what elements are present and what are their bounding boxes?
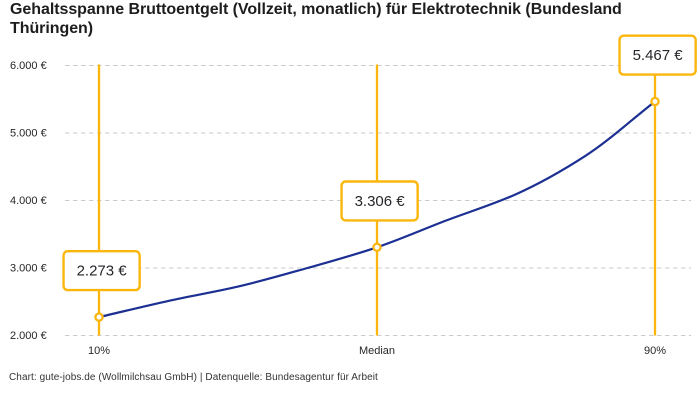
svg-text:10%: 10% bbox=[88, 345, 110, 357]
svg-text:2.273 €: 2.273 € bbox=[77, 263, 128, 280]
svg-text:90%: 90% bbox=[644, 345, 666, 357]
svg-text:2.000 €: 2.000 € bbox=[10, 330, 47, 342]
svg-text:5.000 €: 5.000 € bbox=[10, 128, 47, 140]
svg-text:Median: Median bbox=[359, 345, 395, 357]
svg-text:6.000 €: 6.000 € bbox=[10, 60, 47, 72]
svg-text:3.000 €: 3.000 € bbox=[10, 263, 47, 275]
svg-text:4.000 €: 4.000 € bbox=[10, 195, 47, 207]
svg-text:5.467 €: 5.467 € bbox=[633, 47, 684, 64]
svg-text:3.306 €: 3.306 € bbox=[355, 193, 406, 210]
